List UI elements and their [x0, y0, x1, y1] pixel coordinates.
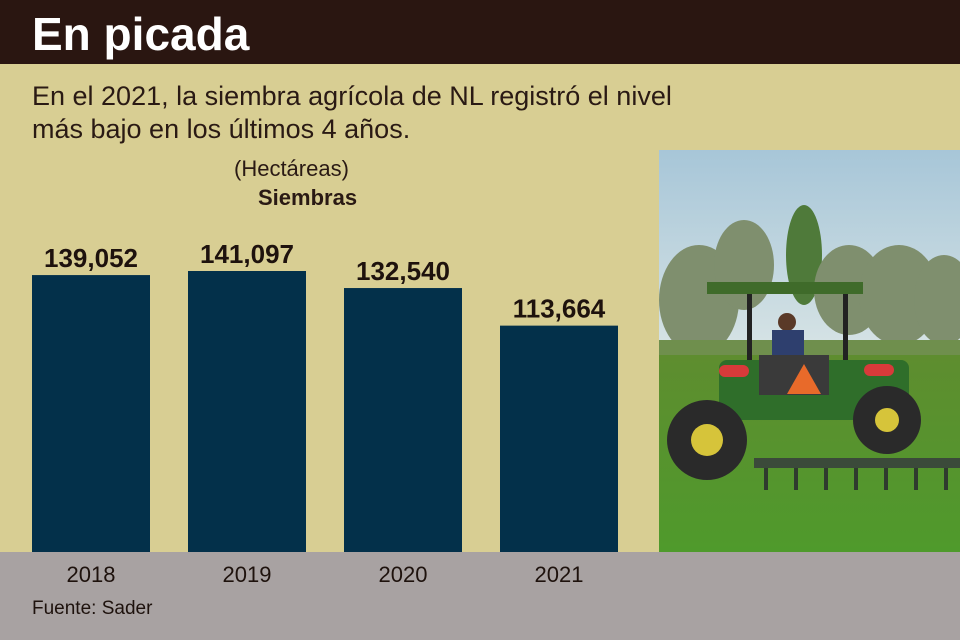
chart-title: En picada: [32, 8, 250, 60]
value-label-2020: 132,540: [356, 256, 450, 286]
source-note: Fuente: Sader: [32, 598, 153, 619]
bar-2019: [188, 271, 306, 552]
header-bar: En picada: [0, 0, 960, 64]
x-tick-2020: 2020: [378, 562, 428, 587]
value-label-2021: 113,664: [513, 294, 606, 324]
x-tick-2019: 2019: [222, 562, 272, 587]
bar-2018: [32, 275, 150, 552]
footer-bar: [0, 552, 960, 640]
bar-2020: [344, 288, 462, 552]
x-tick-2021: 2021: [534, 562, 584, 587]
series-label: Siembras: [258, 185, 358, 210]
tractor-illustration: [659, 150, 960, 552]
x-tick-2018: 2018: [66, 562, 116, 587]
chart-subtitle: En el 2021, la siembra agrícola de NL re…: [32, 81, 672, 144]
tractor-photo: [659, 150, 960, 552]
value-label-2018: 139,052: [44, 243, 138, 273]
unit-label: (Hectáreas): [234, 156, 349, 181]
value-label-2019: 141,097: [200, 239, 294, 269]
bar-2021: [500, 325, 618, 552]
bar-chart: 139,052 141,097 132,540 113,664: [32, 239, 618, 552]
